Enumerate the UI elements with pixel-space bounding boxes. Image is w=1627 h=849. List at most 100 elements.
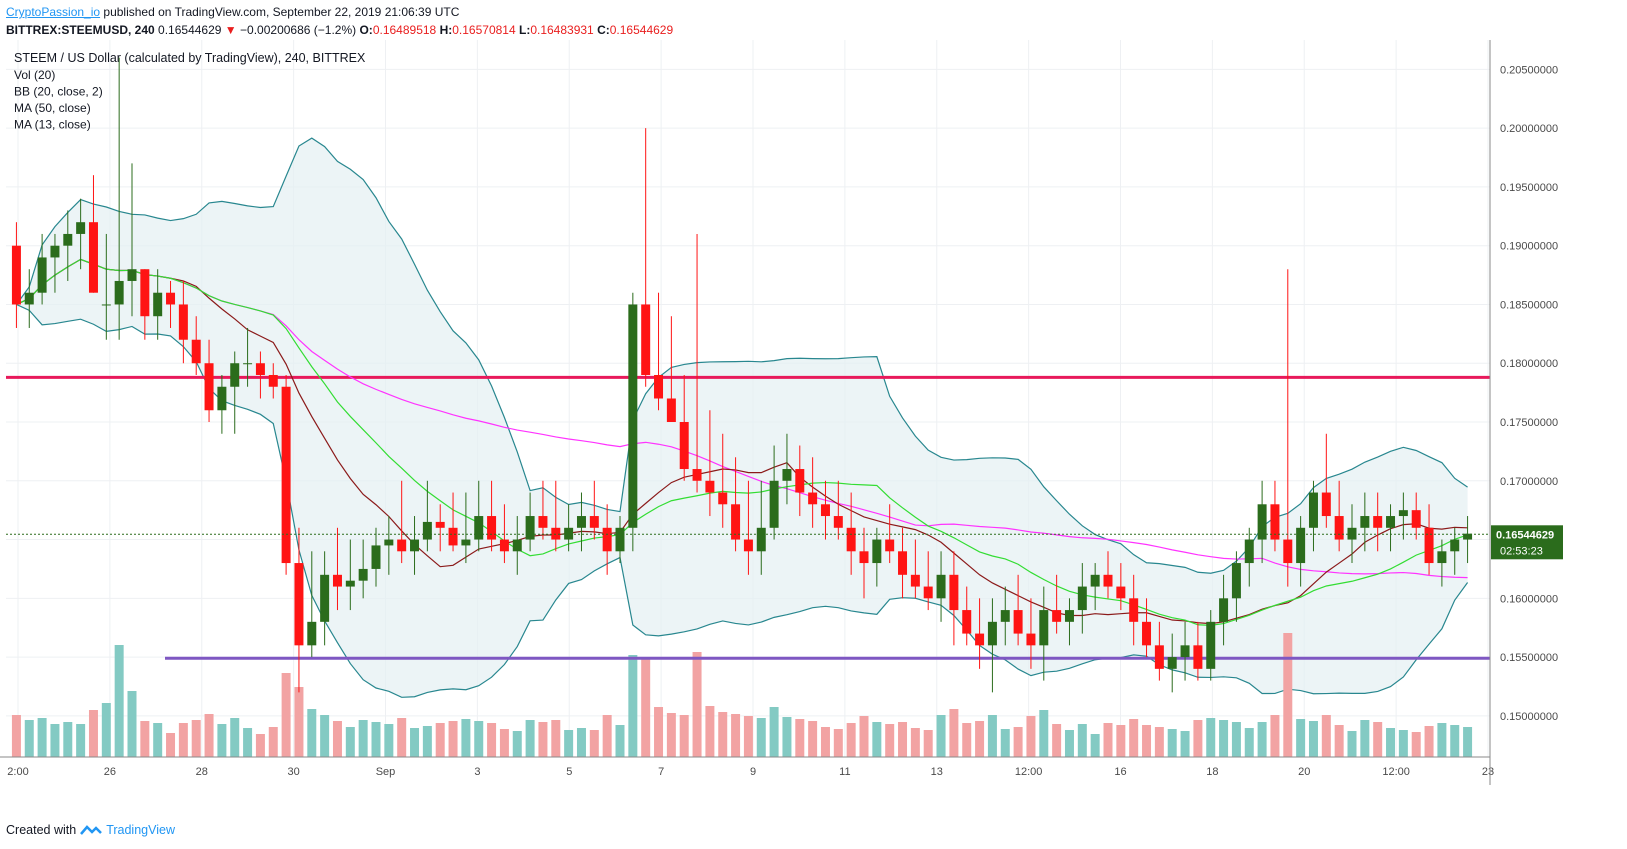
x-tick-label: 30: [288, 766, 300, 778]
volume-bar: [795, 719, 805, 757]
volume-bar: [885, 724, 895, 757]
x-tick-label: 11: [839, 766, 850, 778]
volume-bar: [307, 709, 317, 757]
volume-bar: [512, 731, 522, 757]
created-with-label: Created with: [6, 823, 77, 837]
indicator-label: MA (50, close): [14, 101, 91, 115]
volume-bar: [114, 645, 124, 757]
candle-body: [795, 469, 805, 493]
candle-body: [859, 551, 869, 564]
volume-bar: [487, 723, 497, 757]
candle-body: [11, 245, 21, 305]
volume-bar: [1437, 723, 1447, 757]
volume-bar: [474, 721, 484, 757]
candle-body: [307, 621, 317, 646]
bb-upper-line: [15, 137, 1468, 574]
candle-body: [1321, 492, 1331, 517]
candle-body: [1283, 539, 1293, 564]
volume-bar: [654, 707, 664, 757]
candle-body: [705, 480, 715, 493]
candle-body: [538, 516, 548, 528]
volume-bar: [910, 728, 920, 757]
volume-bar: [371, 722, 381, 757]
volume-bar: [1116, 725, 1126, 757]
candle-body: [422, 521, 432, 540]
candle-body: [551, 527, 561, 540]
volume-bar: [923, 730, 933, 757]
y-tick-label: 0.18500000: [1500, 299, 1558, 311]
volume-bar: [551, 720, 561, 757]
candle-body: [1398, 510, 1408, 517]
y-tick-label: 0.19500000: [1500, 182, 1558, 194]
candle-body: [743, 539, 753, 552]
volume-bar: [641, 657, 651, 757]
volume-bar: [230, 718, 240, 757]
candle-body: [1142, 621, 1152, 646]
candle-body: [756, 527, 766, 552]
candle-body: [345, 580, 355, 587]
price-tag: [1491, 525, 1563, 560]
volume-bar: [332, 721, 342, 757]
volume-bar: [24, 720, 34, 757]
volume-bar: [153, 723, 163, 757]
candle-body: [769, 480, 779, 528]
published-text: published on TradingView.com, September …: [100, 5, 460, 19]
volume-bar: [589, 730, 599, 757]
bb-basis-line: [16, 258, 1468, 626]
volume-bar: [987, 715, 997, 757]
candle-body: [50, 245, 60, 258]
volume-bar: [1180, 731, 1190, 757]
candle-body: [1308, 492, 1318, 528]
volume-bar: [1039, 710, 1049, 757]
volume-bar: [76, 724, 86, 757]
tradingview-brand[interactable]: TradingView: [106, 823, 175, 837]
low-value: 0.16483931: [530, 23, 594, 37]
footer: Created with TradingView: [6, 823, 175, 837]
candle-body: [1167, 657, 1177, 669]
volume-bar: [731, 714, 741, 757]
candle-body: [1039, 610, 1049, 646]
candle-body: [435, 521, 445, 528]
candle-body: [1206, 621, 1216, 669]
candle-body: [525, 516, 535, 540]
publication-line: CryptoPassion_io published on TradingVie…: [6, 5, 459, 19]
volume-bar: [1411, 732, 1421, 757]
high-value: 0.16570814: [452, 23, 516, 37]
candle-body: [410, 539, 420, 552]
x-tick-label: 26: [104, 766, 116, 778]
x-tick-label: 23: [1482, 766, 1494, 778]
candle-body: [820, 504, 830, 517]
axes: 0.150000000.155000000.160000000.16500000…: [0, 40, 1563, 785]
price-change: −0.00200686 (−1.2%): [240, 23, 357, 37]
candle-body: [1411, 510, 1421, 528]
candle-body: [204, 363, 214, 411]
volume-bar: [1450, 725, 1460, 757]
candle-body: [461, 539, 471, 546]
candle-body: [1373, 516, 1383, 528]
volume-bar: [1206, 718, 1216, 757]
chart-area[interactable]: 0.150000000.155000000.160000000.16500000…: [0, 0, 1627, 820]
volume-bar: [820, 727, 830, 757]
volume-bar: [448, 721, 458, 757]
author-link[interactable]: CryptoPassion_io: [6, 5, 101, 19]
candle-body: [1129, 598, 1139, 622]
candle-body: [76, 222, 86, 234]
x-tick-label: 7: [658, 766, 664, 778]
indicator-legend: STEEM / US Dollar (calculated by Trading…: [14, 51, 366, 132]
candle-body: [987, 621, 997, 646]
volume-bar: [320, 715, 330, 757]
candle-body: [1257, 504, 1267, 540]
candle-body: [332, 574, 342, 587]
x-tick-label: 12:00: [1015, 766, 1043, 778]
volume-bar: [898, 722, 908, 757]
bb-fill: [16, 138, 1468, 698]
candle-body: [37, 257, 47, 293]
candle-body: [243, 363, 253, 365]
x-tick-label: 20: [1298, 766, 1310, 778]
open-value: 0.16489518: [372, 23, 437, 37]
volume-bar: [101, 703, 111, 757]
volume-bar: [243, 728, 253, 757]
y-tick-label: 0.15500000: [1500, 652, 1558, 664]
candle-body: [1026, 633, 1036, 646]
candle-body: [962, 610, 972, 634]
